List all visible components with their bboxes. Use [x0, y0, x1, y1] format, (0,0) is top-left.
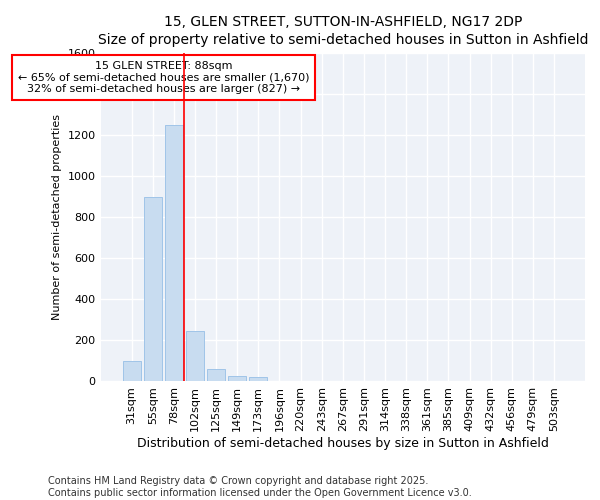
Bar	[122, 361, 140, 382]
Bar	[228, 376, 246, 382]
Y-axis label: Number of semi-detached properties: Number of semi-detached properties	[52, 114, 62, 320]
Bar	[186, 331, 204, 382]
Bar	[250, 378, 267, 382]
X-axis label: Distribution of semi-detached houses by size in Sutton in Ashfield: Distribution of semi-detached houses by …	[137, 437, 549, 450]
Bar	[207, 369, 225, 382]
Title: 15, GLEN STREET, SUTTON-IN-ASHFIELD, NG17 2DP
Size of property relative to semi-: 15, GLEN STREET, SUTTON-IN-ASHFIELD, NG1…	[98, 15, 588, 48]
Bar	[144, 196, 161, 382]
Text: 15 GLEN STREET: 88sqm
← 65% of semi-detached houses are smaller (1,670)
32% of s: 15 GLEN STREET: 88sqm ← 65% of semi-deta…	[17, 61, 309, 94]
Text: Contains HM Land Registry data © Crown copyright and database right 2025.
Contai: Contains HM Land Registry data © Crown c…	[48, 476, 472, 498]
Bar	[165, 124, 183, 382]
